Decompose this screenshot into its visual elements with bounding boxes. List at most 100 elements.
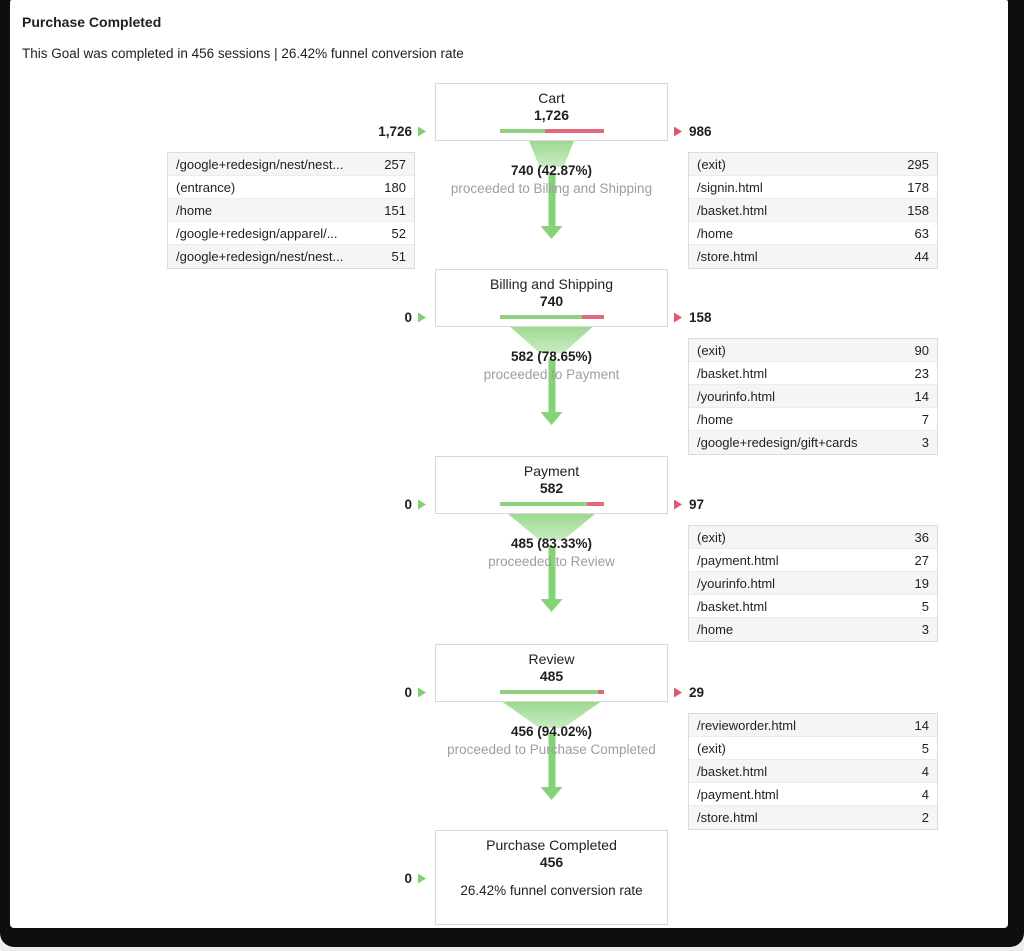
stage-progress-bar — [500, 129, 604, 133]
stage-count: 740 — [539, 293, 564, 309]
page-sessions: 5 — [921, 740, 929, 756]
table-row: /store.html 2 — [689, 806, 937, 829]
page-path: /yourinfo.html — [697, 388, 776, 404]
entry-arrow-icon — [418, 499, 426, 510]
stage-count: 582 — [539, 480, 564, 496]
table-row: (exit) 5 — [689, 737, 937, 760]
arrow-head-icon — [540, 412, 563, 425]
table-row: /home 63 — [689, 222, 937, 245]
page-sessions: 63 — [914, 225, 929, 241]
page-sessions: 36 — [914, 529, 929, 545]
exit-count-value: 158 — [689, 310, 712, 325]
bar-abandoned-segment — [544, 129, 604, 133]
page-sessions: 19 — [914, 575, 929, 591]
stage-conversion-note: 26.42% funnel conversion rate — [460, 883, 643, 898]
page-path: /basket.html — [697, 763, 768, 779]
stage-name: Payment — [523, 463, 580, 479]
table-row: /google+redesign/nest/nest... 257 — [168, 153, 414, 176]
page-sessions: 3 — [921, 622, 929, 637]
exit-pages-table: (exit) 295/signin.html 178/basket.html 158/… — [688, 152, 938, 269]
proceeded-count: 740 (42.87%) — [510, 163, 593, 178]
page-subtitle: This Goal was completed in 456 sessions … — [22, 46, 464, 61]
arrow-head-icon — [540, 226, 563, 239]
stage-count: 485 — [539, 668, 564, 684]
proceeded-count: 582 (78.65%) — [510, 349, 593, 364]
proceeded-label: proceeded to Payment — [483, 367, 620, 382]
entry-count-value: 0 — [404, 310, 412, 325]
entry-arrow-icon — [418, 312, 426, 323]
table-row: /payment.html 27 — [689, 549, 937, 572]
page-sessions: 23 — [914, 365, 929, 381]
page-path: /basket.html — [697, 365, 768, 381]
page-sessions: 158 — [907, 202, 929, 218]
bar-continued-segment — [500, 502, 587, 506]
page-path: /google+redesign/nest/nest... — [176, 156, 344, 172]
page-sessions: 2 — [921, 810, 929, 825]
page-path: /home — [697, 411, 734, 427]
page-sessions: 14 — [914, 388, 929, 404]
table-row: /yourinfo.html 19 — [689, 572, 937, 595]
exit-count: 97 — [674, 497, 704, 512]
exit-arrow-icon — [674, 499, 682, 510]
entry-count-value: 0 — [404, 497, 412, 512]
page-path: (exit) — [697, 342, 726, 358]
page-sessions: 7 — [921, 411, 929, 427]
table-row: /basket.html 4 — [689, 760, 937, 783]
proceeded-count: 485 (83.33%) — [510, 536, 593, 551]
page-sessions: 178 — [907, 179, 929, 195]
page-sessions: 90 — [914, 342, 929, 358]
table-row: /google+redesign/gift+cards 3 — [689, 431, 937, 454]
table-row: /google+redesign/nest/nest... 51 — [168, 245, 414, 268]
page-path: (entrance) — [176, 179, 236, 195]
entry-arrow-icon — [418, 873, 426, 884]
exit-count: 986 — [674, 124, 712, 139]
exit-count-value: 29 — [689, 685, 705, 700]
funnel-connector: 582 (78.65%) proceeded to Payment — [435, 327, 668, 457]
proceeded-label: proceeded to Review — [488, 554, 615, 569]
bar-continued-segment — [500, 129, 545, 133]
page-path: /home — [176, 202, 213, 218]
arrow-head-icon — [540, 599, 563, 612]
table-row: /store.html 44 — [689, 245, 937, 268]
proceeded-label: proceeded to Billing and Shipping — [450, 181, 653, 196]
page-sessions: 180 — [384, 179, 406, 195]
page-sessions: 14 — [914, 717, 929, 733]
exit-count: 158 — [674, 310, 712, 325]
page-path: /revieworder.html — [697, 717, 796, 733]
arrow-stem — [548, 546, 555, 599]
page-path: (exit) — [697, 529, 726, 545]
stage-count: 456 — [539, 854, 564, 870]
entry-pages-table: /google+redesign/nest/nest... 257 (entranc… — [167, 152, 415, 269]
table-row: /home 151 — [168, 199, 414, 222]
exit-pages-table: (exit) 36/payment.html 27/yourinfo.html 19/… — [688, 525, 938, 642]
table-row: /revieworder.html 14 — [689, 714, 937, 737]
page-sessions: 52 — [391, 225, 406, 241]
table-row: /basket.html 158 — [689, 199, 937, 222]
page-sessions: 295 — [907, 156, 929, 172]
page-sessions: 5 — [921, 598, 929, 614]
table-row: /yourinfo.html 14 — [689, 385, 937, 408]
page-path: /google+redesign/gift+cards — [697, 435, 858, 450]
entry-count: 0 — [280, 310, 426, 325]
stage-progress-bar — [500, 690, 604, 694]
table-row: (exit) 90 — [689, 339, 937, 362]
page-path: /home — [697, 622, 734, 637]
table-row: /payment.html 4 — [689, 783, 937, 806]
entry-count: 0 — [280, 497, 426, 512]
entry-count: 1,726 — [280, 124, 426, 139]
stage-name: Purchase Completed — [486, 837, 617, 853]
exit-pages-table: (exit) 90/basket.html 23/yourinfo.html 14/h… — [688, 338, 938, 455]
page-path: /payment.html — [697, 786, 779, 802]
table-row: /signin.html 178 — [689, 176, 937, 199]
bar-abandoned-segment — [581, 315, 604, 319]
funnel-connector: 740 (42.87%) proceeded to Billing and Sh… — [435, 141, 668, 271]
page-sessions: 3 — [921, 435, 929, 450]
entry-count-value: 0 — [404, 871, 412, 886]
entry-count-value: 0 — [404, 685, 412, 700]
table-row: /basket.html 5 — [689, 595, 937, 618]
stage-name: Cart — [538, 90, 565, 106]
page-sessions: 4 — [921, 763, 929, 779]
table-row: /google+redesign/apparel/... 52 — [168, 222, 414, 245]
